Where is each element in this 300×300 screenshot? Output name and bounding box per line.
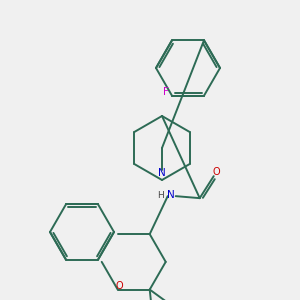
Text: O: O bbox=[116, 280, 124, 291]
Text: N: N bbox=[158, 168, 166, 178]
Text: O: O bbox=[213, 167, 220, 177]
Text: H: H bbox=[157, 190, 164, 200]
Text: F: F bbox=[163, 87, 169, 97]
Text: N: N bbox=[167, 190, 175, 200]
